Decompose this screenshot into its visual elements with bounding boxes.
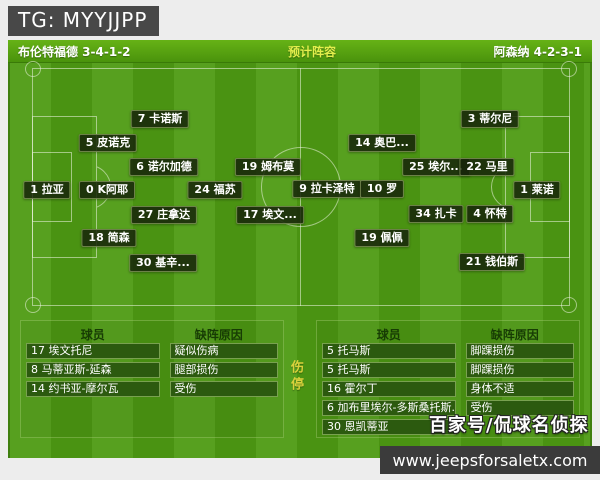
away-team-formation: 阿森纳 4-2-3-1 — [493, 44, 582, 59]
away-player-chip: 34 扎卡 — [408, 205, 464, 223]
corner-arc — [25, 61, 41, 77]
absence-player-cell: 30 恩凯蒂亚 — [322, 419, 456, 435]
home-player-chip: 6 诺尔加德 — [129, 158, 199, 176]
home-player-chip: 1 拉亚 — [23, 181, 71, 199]
baijiahao-watermark: 百家号/侃球名侦探 — [429, 415, 589, 436]
absence-player-cell: 5 托马斯 — [322, 343, 456, 359]
absence-player-cell: 14 约书亚-摩尔瓦 — [26, 381, 160, 397]
away-player-chip: 1 莱诺 — [513, 181, 561, 199]
home-team-formation: 布伦特福德 3-4-1-2 — [18, 44, 131, 59]
absence-reason-cell: 身体不适 — [465, 381, 574, 397]
away-reason-column-header: 缺阵原因 — [490, 327, 539, 342]
absence-player-cell: 6 加布里埃尔-多斯桑托斯... — [322, 400, 456, 416]
absence-reason-cell: 受伤 — [465, 400, 574, 416]
away-player-chip: 25 埃尔... — [402, 158, 470, 176]
away-player-column-header: 球员 — [376, 327, 401, 342]
home-player-chip: 5 皮诺克 — [78, 134, 138, 152]
absence-row: 8 马蒂亚斯-延森 腿部损伤 — [26, 362, 278, 378]
corner-arc — [561, 297, 577, 313]
home-player-chip: 30 基辛... — [129, 254, 197, 272]
telegram-watermark: TG: MYYJJPP — [8, 6, 160, 36]
absence-player-cell: 5 托马斯 — [322, 362, 456, 378]
home-player-chip: 7 卡诺斯 — [130, 110, 190, 128]
absence-player-cell: 8 马蒂亚斯-延森 — [26, 362, 160, 378]
away-player-chip: 3 蒂尔尼 — [460, 110, 520, 128]
corner-arc — [561, 61, 577, 77]
home-player-chip: 0 K阿耶 — [78, 181, 136, 199]
absence-reason-cell: 疑似伤病 — [169, 343, 278, 359]
away-player-chip: 10 罗 — [359, 180, 405, 198]
absence-row: 14 约书亚-摩尔瓦 受伤 — [26, 381, 278, 397]
absence-row: 6 加布里埃尔-多斯桑托斯... 受伤 — [322, 400, 574, 416]
home-player-column-header: 球员 — [80, 327, 105, 342]
absence-vertical-label: 伤停 — [288, 360, 303, 394]
absence-reason-cell: 脚踝损伤 — [465, 362, 574, 378]
away-player-chip: 21 钱伯斯 — [458, 253, 526, 271]
predicted-lineup-title: 预计阵容 — [287, 44, 336, 59]
away-absence-table: 球员 缺阵原因 5 托马斯 脚踝损伤 5 托马斯 脚踝损伤 16 霍尔丁 身体不适 6 加布… — [316, 320, 580, 438]
corner-arc — [25, 297, 41, 313]
absence-player-cell: 16 霍尔丁 — [322, 381, 456, 397]
home-absence-rows: 17 埃文托尼 疑似伤病 8 马蒂亚斯-延森 腿部损伤 14 约书亚-摩尔瓦 受伤 — [26, 343, 278, 397]
home-absence-table: 球员 缺阵原因 17 埃文托尼 疑似伤病 8 马蒂亚斯-延森 腿部损伤 14 约书亚-摩… — [20, 320, 284, 438]
away-player-chip: 22 马里 — [459, 158, 515, 176]
away-player-chip: 4 怀特 — [466, 205, 514, 223]
website-watermark: www.jeepsforsaletx.com — [380, 446, 600, 474]
absence-player-cell: 17 埃文托尼 — [26, 343, 160, 359]
home-player-chip: 24 福苏 — [187, 181, 243, 199]
absence-reason-cell: 腿部损伤 — [169, 362, 278, 378]
away-player-chip: 14 奥巴... — [348, 134, 416, 152]
away-player-chip: 19 佩佩 — [354, 229, 410, 247]
header-bar: 布伦特福德 3-4-1-2 预计阵容 阿森纳 4-2-3-1 — [8, 40, 592, 63]
absence-row: 5 托马斯 脚踝损伤 — [322, 362, 574, 378]
absence-row: 17 埃文托尼 疑似伤病 — [26, 343, 278, 359]
home-player-chip: 19 姆布莫 — [234, 158, 302, 176]
home-player-chip: 17 埃文... — [236, 206, 304, 224]
away-absence-rows: 5 托马斯 脚踝损伤 5 托马斯 脚踝损伤 16 霍尔丁 身体不适 6 加布里埃尔-多斯桑托… — [322, 343, 574, 435]
absence-row: 16 霍尔丁 身体不适 — [322, 381, 574, 397]
absence-reason-cell: 受伤 — [169, 381, 278, 397]
home-player-chip: 18 简森 — [81, 229, 137, 247]
absence-reason-cell: 脚踝损伤 — [465, 343, 574, 359]
home-reason-column-header: 缺阵原因 — [194, 327, 243, 342]
absence-row: 5 托马斯 脚踝损伤 — [322, 343, 574, 359]
home-player-chip: 27 庄拿达 — [130, 206, 198, 224]
absence-row: 30 恩凯蒂亚 — [322, 419, 574, 435]
away-player-chip: 9 拉卡泽特 — [292, 180, 362, 198]
